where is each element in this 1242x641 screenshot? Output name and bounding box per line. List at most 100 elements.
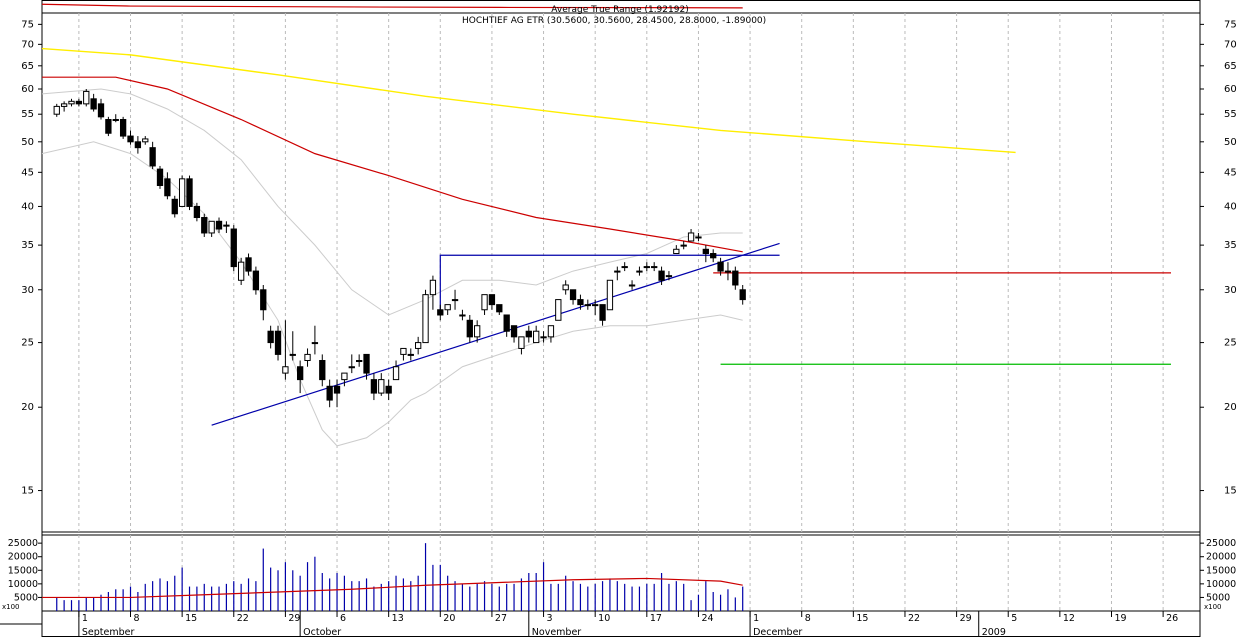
price-tick-label-left: 35 xyxy=(21,240,34,251)
candle-body xyxy=(496,304,503,313)
candle-body xyxy=(156,168,164,186)
candle-body xyxy=(142,138,149,143)
candle-body xyxy=(119,119,127,137)
candle-body xyxy=(252,270,260,291)
outer-frame xyxy=(41,0,1201,637)
candle-body xyxy=(127,135,134,143)
candle-body xyxy=(555,299,562,321)
price-tick-label-right: 30 xyxy=(1224,285,1237,296)
candle-body xyxy=(400,347,407,355)
candle-body xyxy=(680,244,687,247)
candle-body xyxy=(53,105,60,115)
candle-body xyxy=(304,353,311,362)
candle-body xyxy=(348,366,355,369)
candle-body xyxy=(651,266,658,269)
candle-body xyxy=(614,270,621,273)
candle-body xyxy=(105,119,112,134)
volume-tick-label-right: 15000 xyxy=(1206,565,1236,576)
month-label: November xyxy=(532,627,582,637)
volume-tick-label-right: 5000 xyxy=(1206,592,1230,603)
x-tick-label: 29 xyxy=(960,613,972,624)
support-trendline xyxy=(211,242,780,426)
price-tick-label-left: 30 xyxy=(21,285,34,296)
x-tick-label: 24 xyxy=(701,613,713,624)
x-tick-label: 26 xyxy=(1166,613,1178,624)
x-tick-label: 10 xyxy=(598,613,610,624)
price-tick-label-left: 50 xyxy=(21,137,34,148)
moving-average-yellow xyxy=(41,47,1016,154)
candle-body xyxy=(215,220,223,230)
candle-body xyxy=(378,379,385,394)
atr-label: Average True Range (1.92192) xyxy=(551,5,688,15)
x-tick-label: 1 xyxy=(753,613,759,624)
price-tick-label-right: 75 xyxy=(1224,19,1237,30)
atr-line xyxy=(41,3,743,9)
price-tick-label-right: 60 xyxy=(1224,84,1237,95)
candle-body xyxy=(599,304,606,321)
volume-tick-label-left: 5000 xyxy=(14,592,38,603)
candle-body xyxy=(296,366,304,381)
candle-body xyxy=(437,309,444,316)
bollinger-upper xyxy=(41,88,743,316)
volume-tick-label-right: 25000 xyxy=(1206,538,1236,549)
price-tick-label-right: 20 xyxy=(1224,402,1237,413)
volume-moving-average xyxy=(42,577,743,599)
price-tick-label-left: 55 xyxy=(21,109,34,120)
price-tick-label-left: 75 xyxy=(21,19,34,30)
volume-tick-label-left: 15000 xyxy=(8,565,38,576)
candle-body xyxy=(724,270,732,273)
x-tick-label: 5 xyxy=(1011,613,1017,624)
volume-tick-label-left: 25000 xyxy=(8,538,38,549)
price-title: HOCHTIEF AG ETR (30.5600, 30.5600, 28.45… xyxy=(462,16,766,26)
candle-body xyxy=(83,90,90,105)
candle-body xyxy=(474,325,481,338)
candle-body xyxy=(208,220,215,234)
candle-body xyxy=(319,360,326,381)
candle-body xyxy=(547,325,555,338)
candle-body xyxy=(201,217,208,234)
price-tick-label-left: 60 xyxy=(21,84,34,95)
price-tick-label-right: 50 xyxy=(1224,137,1237,148)
candle-body xyxy=(673,248,680,255)
month-label: 2009 xyxy=(982,627,1006,637)
candle-body xyxy=(466,319,473,338)
candle-body xyxy=(658,270,665,281)
candle-body xyxy=(90,98,97,110)
price-tick-label-left: 70 xyxy=(21,39,34,50)
candle-body xyxy=(363,353,370,374)
candle-body xyxy=(282,366,289,374)
candle-body xyxy=(267,330,274,344)
candle-body xyxy=(75,100,83,105)
x-tick-label: 15 xyxy=(856,613,868,624)
candle-body xyxy=(533,330,540,344)
candle-body xyxy=(577,299,584,306)
candle-body xyxy=(392,366,400,381)
bollinger-lower xyxy=(41,141,743,447)
candle-body xyxy=(171,198,178,215)
month-label: October xyxy=(303,627,341,637)
candle-body xyxy=(643,266,650,269)
candle-body xyxy=(237,261,245,281)
candle-body xyxy=(628,284,636,287)
candle-body xyxy=(592,304,599,307)
price-tick-label-left: 15 xyxy=(21,486,34,497)
candle-body xyxy=(333,385,341,394)
candle-body xyxy=(665,275,673,278)
x-tick-label: 29 xyxy=(288,613,300,624)
volume-tick-label-right: 20000 xyxy=(1206,552,1236,563)
x-tick-label: 13 xyxy=(392,613,404,624)
price-tick-label-right: 45 xyxy=(1224,167,1237,178)
candle-body xyxy=(149,147,156,167)
candle-body xyxy=(540,336,547,339)
price-tick-label-left: 40 xyxy=(21,201,34,212)
price-tick-label-left: 65 xyxy=(21,61,34,72)
candle-body xyxy=(481,294,488,311)
candle-body xyxy=(260,289,267,311)
candle-body xyxy=(569,289,577,301)
candle-body xyxy=(488,294,496,306)
price-tick-label-right: 40 xyxy=(1224,201,1237,212)
candle-body xyxy=(525,330,532,338)
moving-average-red xyxy=(42,76,743,253)
resistance-line xyxy=(439,254,780,314)
volume-bars xyxy=(42,543,744,611)
